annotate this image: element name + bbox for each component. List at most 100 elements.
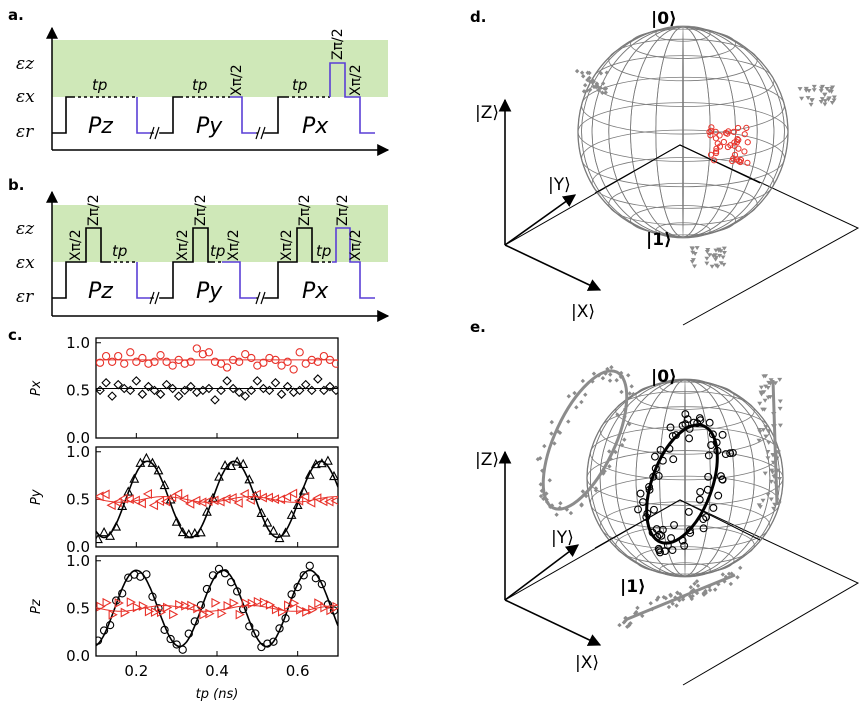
data-point [226, 578, 236, 587]
data-point [316, 458, 327, 468]
projection-point-zy [765, 456, 771, 461]
projection-point-zy [831, 95, 837, 100]
data-point [173, 391, 184, 401]
red-state-point [712, 148, 720, 155]
projection-point-zy [756, 438, 762, 443]
y-axis-label: Py [29, 489, 44, 505]
data-point [257, 492, 267, 503]
black-state-point [696, 487, 705, 496]
data-point [241, 598, 251, 609]
black-state-point [685, 526, 694, 535]
data-point [325, 381, 335, 392]
projection-point-zy [768, 378, 774, 383]
projection-point-zx [603, 90, 608, 95]
projection-point-zy [803, 86, 809, 91]
data-point [222, 363, 232, 372]
bloch-d-axis-x: |X⟩ [571, 302, 595, 322]
projection-point-zx [627, 421, 632, 427]
projection-point-zy [818, 100, 824, 105]
projection-point-zx [600, 81, 606, 86]
black-state-point [703, 485, 712, 494]
data-point [259, 597, 270, 608]
data-point [96, 601, 106, 612]
data-point [204, 383, 214, 394]
projection-point-zx [538, 493, 544, 499]
projection-point-zy [757, 505, 763, 510]
data-point [325, 355, 335, 365]
black-state-point [654, 472, 663, 480]
projection-point-zx [629, 384, 634, 389]
projection-point-zy [819, 97, 825, 102]
data-point [251, 629, 260, 638]
data-point [277, 361, 286, 370]
panel-b-gate-x-d: Xπ/2 [279, 229, 295, 261]
red-state-point [734, 135, 741, 143]
projection-point-zx [549, 431, 554, 436]
projection-point-xy [716, 581, 721, 587]
chart-2: 0.0 0.5 1.0 Pz 0.2 0.4 0.6 tp (ns) [29, 552, 339, 702]
data-point [150, 357, 159, 366]
projection-point-zx [580, 378, 586, 384]
data-point [277, 606, 288, 617]
projection-point-zx [566, 419, 571, 424]
projection-point-xy [663, 595, 668, 601]
level-ex-b: εx [16, 253, 35, 273]
bloch-e-ket0: |0⟩ [651, 367, 677, 387]
projection-point-zy [765, 429, 771, 434]
black-state-point [658, 456, 667, 465]
projection-point-xy [625, 624, 630, 629]
panel-b-tp-1: tp [112, 242, 127, 260]
data-point [257, 642, 266, 652]
projection-point-zx [574, 68, 580, 74]
level-ez-a: εz [16, 54, 35, 74]
latitude-line [591, 157, 775, 209]
projection-point-zx [627, 391, 632, 396]
data-point [192, 344, 201, 353]
data-point [258, 383, 269, 394]
projection-point-zx [590, 78, 596, 83]
projection-point-xy [623, 616, 629, 621]
projection-point-zx [608, 456, 613, 462]
data-point [319, 351, 329, 361]
panel-e: e. |0⟩ |1⟩ |Z⟩ |Y⟩ |X⟩ [470, 318, 860, 686]
data-point [179, 385, 190, 396]
data-point [240, 391, 251, 401]
projection-point-xy [704, 261, 710, 266]
bloch-d-ket1: |1⟩ [646, 230, 672, 250]
latitude-line [655, 222, 711, 239]
data-point [283, 357, 292, 366]
data-point [159, 479, 170, 490]
data-point [228, 355, 238, 365]
projection-point-zy [830, 85, 836, 90]
projection-point-zx [593, 488, 599, 493]
black-state-point [671, 431, 680, 440]
data-point [268, 525, 279, 535]
panel-c-label: c. [8, 326, 23, 344]
fit-curve [96, 569, 338, 648]
projection-point-zx [555, 429, 561, 434]
data-point [100, 489, 110, 500]
red-state-point [708, 124, 715, 131]
red-state-point [744, 139, 751, 146]
projection-point-zx [539, 488, 545, 494]
latitude-line [659, 562, 711, 578]
data-point [193, 603, 203, 614]
panel-a-gate-3 [329, 62, 375, 134]
projection-point-zx [600, 375, 606, 381]
bloch-e-axis-y: |Y⟩ [551, 528, 574, 548]
data-point [274, 532, 285, 543]
data-point [210, 357, 220, 366]
projection-point-xy [632, 611, 638, 616]
data-point [245, 495, 255, 505]
panel-a-gate-1 [136, 97, 150, 134]
projection-point-zy [762, 398, 768, 403]
latitude-line [659, 378, 711, 394]
panel-b-tp-2: tp [210, 242, 225, 260]
latitude-line [635, 546, 735, 575]
projection-point-zy [760, 498, 766, 503]
y-tick-label: 1.0 [66, 334, 90, 352]
black-state-point [645, 482, 654, 491]
data-point [220, 460, 230, 470]
data-point [205, 608, 215, 619]
latitude-line [630, 28, 736, 59]
